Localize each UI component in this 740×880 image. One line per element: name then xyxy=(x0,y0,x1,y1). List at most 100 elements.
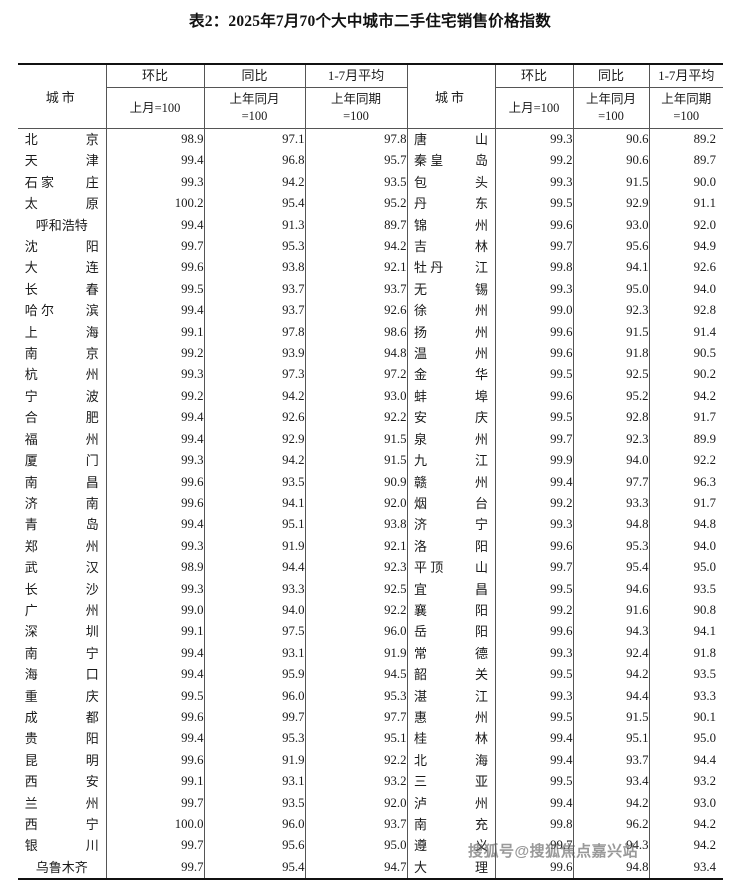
table-cell-city: 哈 尔滨 xyxy=(18,300,107,322)
table-row: 宁波 99.2 94.2 93.0 蚌埠 99.6 95.2 94.2 xyxy=(18,385,723,408)
city-name-part: 关 xyxy=(474,667,488,683)
table-cell-yoy: 95.4 xyxy=(204,193,306,215)
table-cell-yoy: 94.4 xyxy=(573,685,650,707)
table-cell-mom: 99.7 xyxy=(495,557,574,579)
city-name-part: 亚 xyxy=(474,774,488,790)
table-cell-avg: 95.3 xyxy=(305,685,408,707)
table-cell-yoy: 91.8 xyxy=(573,343,650,365)
city-name-part: 口 xyxy=(85,667,99,683)
city-name-part: 京 xyxy=(85,132,99,147)
city-name: 温州 xyxy=(414,343,488,364)
city-name-part: 圳 xyxy=(85,624,99,640)
table-cell-avg: 90.9 xyxy=(305,471,408,493)
table-cell-yoy: 94.0 xyxy=(204,599,306,622)
table-cell-city: 无锡 xyxy=(406,278,496,301)
table-cell-city: 秦 皇岛 xyxy=(406,150,496,172)
city-name-part: 赣 xyxy=(414,474,428,490)
city-name-part: 阳 xyxy=(474,602,488,618)
table-cell-mom: 99.4 xyxy=(106,407,205,429)
table-cell-mom: 99.3 xyxy=(495,514,574,536)
city-name: 秦 皇岛 xyxy=(414,150,488,171)
city-name-part: 青 xyxy=(24,517,38,533)
table-cell-city: 丹东 xyxy=(406,193,496,215)
table-row: 大连 99.6 93.8 92.1 牡 丹江 99.8 94.1 92.6 xyxy=(18,257,723,279)
table-row: 南宁 99.4 93.1 91.9 常德 99.3 92.4 91.8 xyxy=(18,642,723,665)
table-cell-mom: 99.3 xyxy=(495,642,574,665)
city-name: 韶关 xyxy=(414,664,488,685)
table-cell-city: 杭州 xyxy=(18,364,107,386)
table-row: 郑州 99.3 91.9 92.1 洛阳 99.6 95.3 94.0 xyxy=(18,535,723,558)
city-name-part: 原 xyxy=(85,196,99,212)
table-cell-avg: 89.7 xyxy=(693,153,716,168)
table-cell-city: 宁波 xyxy=(18,385,107,408)
table-cell-yoy: 96.0 xyxy=(204,814,306,836)
city-name: 桂林 xyxy=(414,728,488,749)
table-cell-avg: 94.2 xyxy=(305,236,408,258)
city-name: 哈 尔滨 xyxy=(25,300,99,321)
table-cell-avg: 89.7 xyxy=(305,214,408,237)
city-name-part: 扬 xyxy=(414,324,428,340)
table-cell-yoy: 90.6 xyxy=(573,128,650,151)
subheader-yoy-left-line1: 上年同月 xyxy=(229,92,280,106)
table-cell-city: 合肥 xyxy=(18,407,107,429)
city-name-part: 丹 xyxy=(414,196,428,212)
city-name: 吉林 xyxy=(414,236,488,257)
subheader-mom-left: 上月=100 xyxy=(106,87,205,129)
table-cell-avg: 92.5 xyxy=(305,578,408,600)
city-name: 成都 xyxy=(25,707,99,728)
table-cell-mom: 99.6 xyxy=(495,321,574,344)
city-name-part: 上 xyxy=(24,324,38,340)
city-name-part: 华 xyxy=(474,367,488,383)
city-name: 泸州 xyxy=(414,793,488,814)
table-cell-avg: 93.7 xyxy=(305,278,408,301)
table-cell-city: 重庆 xyxy=(18,685,107,707)
table-cell-yoy: 93.0 xyxy=(573,214,650,237)
subheader-yoy-right-line2: =100 xyxy=(598,109,624,123)
city-name-part: 韶 xyxy=(414,667,428,683)
table-cell-mom: 98.9 xyxy=(106,557,205,579)
table-cell-yoy: 94.3 xyxy=(573,835,650,857)
table-cell-mom: 99.6 xyxy=(106,706,205,729)
city-name-part: 襄 xyxy=(414,602,428,618)
table-cell-mom: 99.6 xyxy=(106,471,205,493)
city-name-part: 阳 xyxy=(85,731,99,747)
table-cell-yoy: 95.4 xyxy=(573,557,650,579)
subheader-yoy-left-line2: =100 xyxy=(241,109,268,123)
table-cell-yoy: 92.9 xyxy=(573,193,650,215)
city-name-part: 蚌 xyxy=(414,388,428,404)
city-name: 常德 xyxy=(414,643,488,664)
city-name-part: 州 xyxy=(85,795,99,811)
table-cell-city: 长沙 xyxy=(18,578,107,600)
table-row: 兰州 99.7 93.5 92.0 泸州 99.4 94.2 93.0 xyxy=(18,792,723,814)
table-cell-avg: 95.7 xyxy=(305,150,408,172)
city-name: 金华 xyxy=(414,364,488,385)
table-cell-mom: 99.3 xyxy=(495,128,574,151)
city-name-part: 滨 xyxy=(85,303,99,319)
city-name: 徐州 xyxy=(414,300,488,321)
table-cell-mom: 99.4 xyxy=(495,728,574,750)
city-name-part: 徐 xyxy=(414,303,428,319)
city-name-part: 州 xyxy=(474,346,488,362)
table-cell-yoy: 96.8 xyxy=(204,150,306,172)
table-cell-city: 海口 xyxy=(18,664,107,686)
city-name-part: 州 xyxy=(474,474,488,490)
subheader-yoy-right-line1: 上年同月 xyxy=(585,92,636,106)
header-city-left: 城市 xyxy=(18,63,107,129)
city-name: 北海 xyxy=(414,750,488,771)
table-cell-mom: 99.1 xyxy=(106,621,205,643)
table-row: 乌鲁木齐 99.7 95.4 94.7 大理 99.6 94.8 93.4 xyxy=(18,856,723,880)
table-cell-yoy: 95.0 xyxy=(573,278,650,301)
table-cell-mom: 99.6 xyxy=(495,856,574,880)
table-cell-avg: 93.0 xyxy=(693,795,716,810)
table-cell-yoy: 97.8 xyxy=(204,321,306,344)
table-cell-mom: 99.6 xyxy=(495,343,574,365)
city-name-part: 遵 xyxy=(414,838,428,854)
table-cell-avg: 92.3 xyxy=(305,557,408,579)
city-name-part: 阳 xyxy=(85,239,99,255)
table-cell-yoy: 92.3 xyxy=(573,428,650,451)
table-cell-city: 兰州 xyxy=(18,792,107,814)
table-cell-avg: 94.1 xyxy=(693,624,716,639)
table-cell-city: 大理 xyxy=(406,856,496,880)
table-cell-avg: 93.8 xyxy=(305,514,408,536)
